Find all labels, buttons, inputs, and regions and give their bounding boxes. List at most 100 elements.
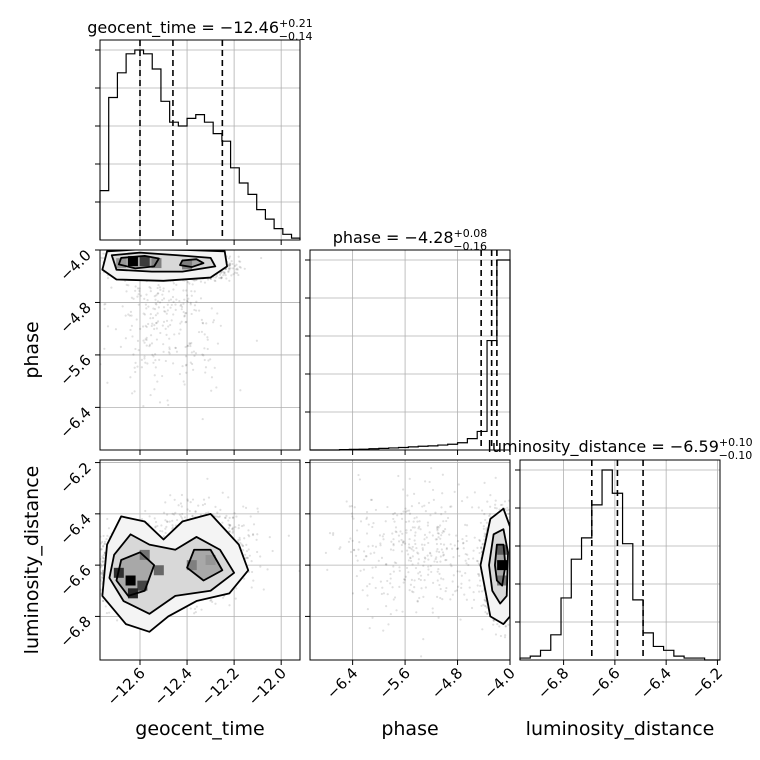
- sample-point: [150, 324, 153, 328]
- sample-point: [193, 290, 196, 293]
- sample-point: [155, 338, 159, 341]
- sample-point: [145, 344, 148, 347]
- sample-point: [104, 542, 107, 545]
- sample-point: [191, 362, 194, 366]
- sample-point: [171, 512, 174, 515]
- sample-point: [201, 321, 204, 324]
- sample-point: [97, 586, 99, 588]
- sample-point: [138, 287, 141, 290]
- sample-point: [184, 321, 187, 324]
- sample-point: [94, 554, 96, 556]
- sample-point: [96, 594, 98, 596]
- sample-point: [161, 293, 164, 296]
- sample-point: [187, 297, 190, 300]
- sample-point: [221, 521, 224, 524]
- sample-point: [101, 569, 104, 572]
- sample-point: [231, 530, 235, 533]
- sample-point: [152, 355, 155, 358]
- sample-point: [188, 342, 191, 345]
- sample-point: [171, 527, 174, 530]
- sample-point: [156, 300, 160, 303]
- sample-point: [237, 524, 241, 527]
- sample-point: [234, 525, 237, 529]
- sample-point: [149, 290, 152, 293]
- sample-point: [181, 512, 184, 516]
- sample-point: [220, 271, 223, 274]
- sample-point: [268, 536, 271, 539]
- sample-point: [242, 548, 245, 552]
- sample-point: [174, 308, 177, 311]
- sample-point: [134, 361, 137, 364]
- sample-point: [101, 571, 104, 574]
- sample-point: [170, 319, 173, 322]
- sample-point: [151, 224, 153, 226]
- sample-point: [210, 389, 213, 392]
- sample-point: [124, 314, 127, 317]
- sample-point: [228, 268, 231, 271]
- sample-point: [206, 338, 209, 341]
- sample-point: [162, 535, 166, 538]
- sample-point: [137, 293, 140, 296]
- sample-point: [220, 277, 223, 280]
- sample-point: [227, 523, 230, 526]
- sample-point: [194, 279, 197, 282]
- sample-point: [205, 512, 208, 515]
- sample-point: [121, 305, 124, 308]
- sample-point: [164, 310, 167, 313]
- sample-point: [173, 498, 176, 501]
- sample-point: [228, 604, 231, 607]
- sample-point: [186, 345, 189, 348]
- sample-point: [84, 326, 86, 328]
- sample-point: [231, 531, 234, 534]
- sample-point: [100, 542, 103, 545]
- sample-point: [130, 314, 133, 317]
- sample-point: [203, 347, 206, 350]
- sample-point: [124, 337, 127, 340]
- sample-point: [150, 342, 154, 345]
- sample-point: [250, 586, 253, 589]
- sample-point: [161, 246, 163, 248]
- sample-point: [130, 296, 134, 299]
- sample-point: [230, 260, 233, 263]
- sample-point: [142, 405, 145, 408]
- sample-point: [148, 343, 152, 346]
- sample-point: [129, 328, 132, 332]
- sample-point: [180, 303, 183, 306]
- sample-point: [158, 401, 162, 404]
- sample-point: [91, 357, 93, 359]
- sample-point: [159, 529, 162, 533]
- sample-point: [243, 537, 246, 540]
- sample-point: [131, 392, 134, 395]
- sample-point: [238, 260, 241, 263]
- sample-point: [154, 314, 158, 317]
- sample-point: [271, 549, 274, 553]
- title-geocent-time-median: −12.46: [220, 18, 279, 37]
- sample-point: [235, 587, 238, 590]
- sample-point: [103, 303, 106, 306]
- sample-point: [189, 607, 192, 610]
- sample-point: [203, 502, 207, 506]
- title-phase: phase = −4.28+0.08 −0.16: [333, 227, 488, 253]
- sample-point: [250, 559, 253, 563]
- sample-point: [231, 516, 235, 519]
- sample-point: [164, 519, 167, 522]
- sample-point: [256, 533, 259, 536]
- sample-point: [154, 526, 157, 529]
- sample-point: [92, 564, 94, 566]
- sample-point: [200, 330, 204, 333]
- sample-point: [259, 555, 262, 558]
- sample-point: [114, 328, 118, 331]
- sample-point: [182, 310, 185, 314]
- sample-point: [160, 246, 162, 248]
- density-cell: [182, 259, 193, 270]
- sample-point: [86, 553, 88, 555]
- sample-point: [152, 361, 155, 364]
- sample-point: [102, 545, 105, 548]
- plot-layer: −12.6 −12.4 −12.2 −12.0 −6.4 −5.6 −4.8 −4.0 −6.8…: [56, 39, 726, 709]
- sample-point: [102, 553, 105, 557]
- sample-point: [171, 524, 174, 527]
- sample-point: [101, 571, 104, 574]
- sample-point: [186, 281, 189, 284]
- sample-point: [183, 314, 186, 317]
- sample-point: [213, 366, 216, 369]
